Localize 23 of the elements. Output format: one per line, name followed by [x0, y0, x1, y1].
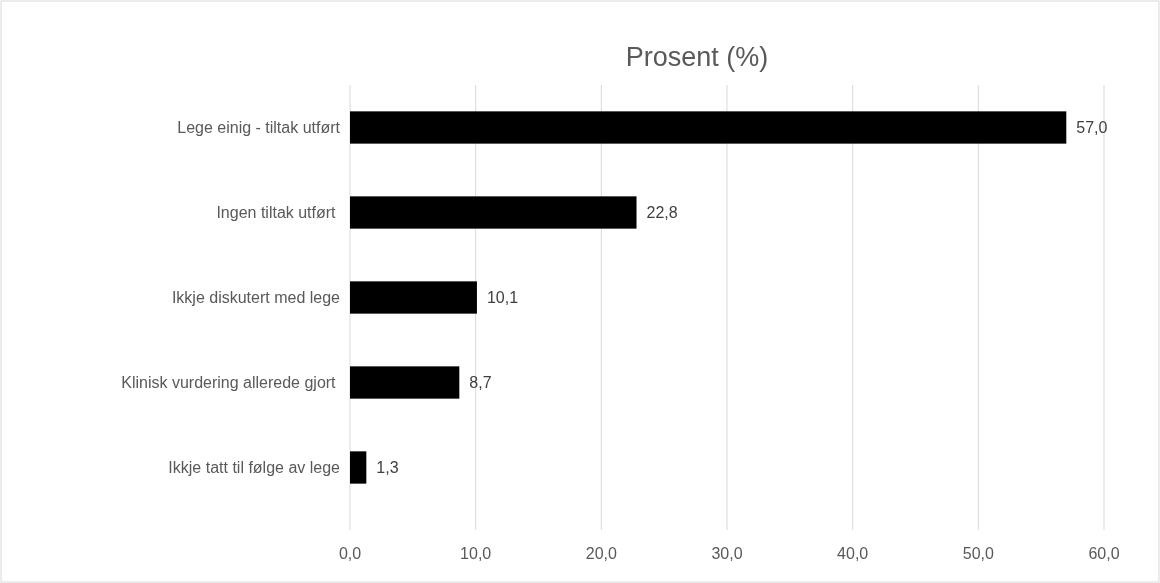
- y-tick-label: Lege einig - tiltak utført: [177, 119, 341, 137]
- chart-title: Prosent (%): [625, 42, 769, 72]
- y-tick-label: Ikkje diskutert med lege: [171, 289, 341, 307]
- y-tick-label: Ikkje tatt til følge av lege: [168, 459, 341, 477]
- bar: [350, 281, 477, 314]
- bar: [350, 366, 460, 399]
- bar: [350, 111, 1067, 144]
- data-label: 1,3: [376, 459, 399, 477]
- x-tick-label: 40,0: [837, 545, 869, 562]
- x-tick-label: 20,0: [585, 545, 618, 562]
- x-tick-label: 30,0: [711, 545, 743, 562]
- x-tick-label: 10,0: [460, 545, 492, 562]
- data-label: 57,0: [1076, 119, 1108, 137]
- y-tick-label: Ingen tiltak utført: [216, 204, 340, 222]
- data-label: 10,1: [486, 289, 519, 307]
- x-tick-label: 0,0: [338, 545, 362, 562]
- bar: [350, 451, 367, 484]
- data-label: 8,7: [469, 374, 492, 392]
- x-tick-label: 50,0: [962, 545, 995, 562]
- y-tick-label: Klinisk vurdering allerede gjort: [121, 374, 340, 392]
- data-label: 22,8: [646, 204, 678, 222]
- x-tick-label: 60,0: [1088, 545, 1120, 562]
- bar: [350, 196, 637, 229]
